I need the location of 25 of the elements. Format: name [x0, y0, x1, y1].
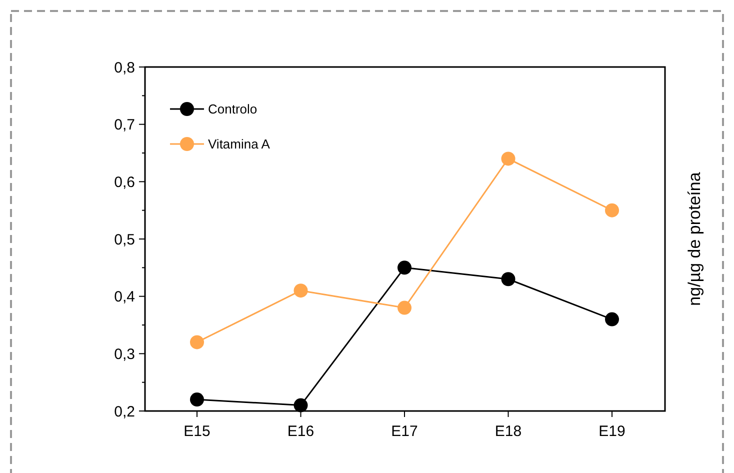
- x-tick-label: E19: [598, 423, 626, 440]
- y-tick-label: 0,3: [114, 346, 135, 363]
- point: [294, 284, 308, 298]
- y-tick-label: 0,8: [114, 59, 135, 76]
- y-tick-label: 0,7: [114, 116, 135, 134]
- point: [605, 203, 619, 218]
- y-tick-label: 0,6: [114, 174, 135, 191]
- x-tick-label: E15: [184, 423, 210, 440]
- point: [605, 312, 619, 326]
- x-tick-label: E18: [494, 423, 522, 440]
- x-tick-label: E16: [287, 423, 314, 440]
- y-tick-label: 0,2: [114, 403, 135, 420]
- point: [501, 272, 516, 286]
- x-tick-label: E17: [391, 423, 418, 440]
- point: [294, 398, 308, 412]
- legend-label: Controlo: [208, 102, 258, 117]
- point: [398, 260, 412, 275]
- y-axis-title: ng/µg de proteína: [685, 172, 704, 306]
- y-tick-label: 0,5: [114, 231, 135, 248]
- point: [398, 300, 412, 315]
- legend-label: Vitamina A: [208, 136, 270, 152]
- point: [190, 335, 204, 350]
- point: [501, 152, 516, 166]
- point: [190, 392, 204, 407]
- y-tick-label: 0,4: [114, 288, 135, 306]
